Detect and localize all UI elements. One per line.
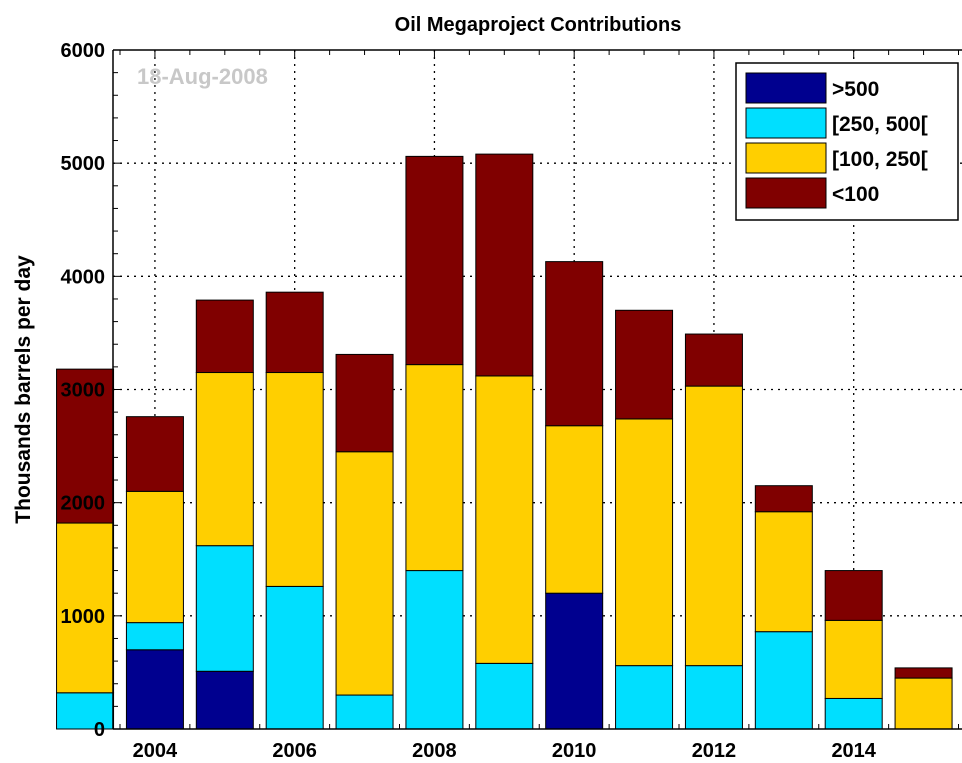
bar-2013-segment	[754, 631, 813, 730]
bar-2011-segment	[615, 418, 674, 667]
bar-2005-segment	[195, 299, 254, 374]
bar-2004-segment	[125, 490, 184, 624]
bar-2013-segment	[754, 511, 813, 633]
plot-area: 0 1000 2000 3000 4000 5000 6000 2004 2006 2008 201…	[56, 40, 962, 762]
bar-2005-segment	[195, 372, 254, 547]
bar-2014-segment	[824, 570, 883, 621]
legend-swatch	[745, 177, 827, 209]
bar-2006-segment	[265, 291, 324, 374]
bar-2012-segment	[684, 385, 743, 667]
legend-label: [250, 500[	[832, 113, 928, 136]
legend-swatch	[745, 142, 827, 174]
legend-swatch	[745, 107, 827, 139]
x-tick-label: 2004	[133, 740, 178, 762]
bar-2012-segment	[684, 333, 743, 387]
bar-2014-segment	[824, 697, 883, 730]
legend-label: [100, 250[	[832, 148, 928, 171]
bar-2003-segment	[56, 692, 115, 730]
bar-2007-segment	[335, 353, 394, 453]
x-tick-label: 2008	[412, 740, 457, 762]
bar-2005-segment	[195, 670, 254, 730]
y-tick-label: 1000	[61, 606, 106, 628]
bar-2003-segment	[56, 522, 115, 694]
bar-2006-segment	[265, 585, 324, 730]
bar-2011-segment	[615, 309, 674, 420]
date-stamp: 18-Aug-2008	[137, 64, 268, 89]
chart-title: Oil Megaproject Contributions	[395, 14, 682, 36]
bar-2005-segment	[195, 545, 254, 672]
bar-2015-segment	[894, 667, 953, 679]
y-axis-label: Thousands barrels per day	[12, 255, 35, 524]
legend-label: >500	[832, 78, 879, 101]
bar-2008-segment	[405, 570, 464, 730]
bar-2014-segment	[824, 619, 883, 699]
bar-2009-segment	[475, 662, 534, 730]
x-tick-label: 2012	[692, 740, 737, 762]
bar-2007-segment	[335, 451, 394, 696]
bar-2003-segment	[56, 368, 115, 524]
y-tick-label: 3000	[61, 380, 106, 402]
bar-2010-segment	[545, 425, 604, 594]
y-tick-label: 0	[94, 719, 105, 741]
bar-2012-segment	[684, 665, 743, 730]
bar-2010-segment	[545, 592, 604, 730]
legend-label: <100	[832, 183, 879, 206]
bar-2011-segment	[615, 665, 674, 730]
bar-2004-segment	[125, 622, 184, 651]
x-tick-label: 2010	[552, 740, 597, 762]
bar-2015-segment	[894, 677, 953, 730]
bar-2007-segment	[335, 694, 394, 730]
y-tick-label: 6000	[61, 40, 106, 62]
bar-2004-segment	[125, 649, 184, 730]
x-tick-label: 2006	[272, 740, 317, 762]
bar-2006-segment	[265, 372, 324, 587]
x-tick-label: 2014	[831, 740, 876, 762]
bar-2010-segment	[545, 261, 604, 427]
bar-2009-segment	[475, 375, 534, 664]
legend-swatch	[745, 72, 827, 104]
y-tick-label: 5000	[61, 153, 106, 175]
y-tick-label: 4000	[61, 266, 106, 288]
y-tick-label: 2000	[61, 493, 106, 515]
bar-2008-segment	[405, 364, 464, 572]
bar-2009-segment	[475, 153, 534, 377]
bar-2008-segment	[405, 155, 464, 366]
bar-2013-segment	[754, 485, 813, 513]
bar-2004-segment	[125, 416, 184, 492]
